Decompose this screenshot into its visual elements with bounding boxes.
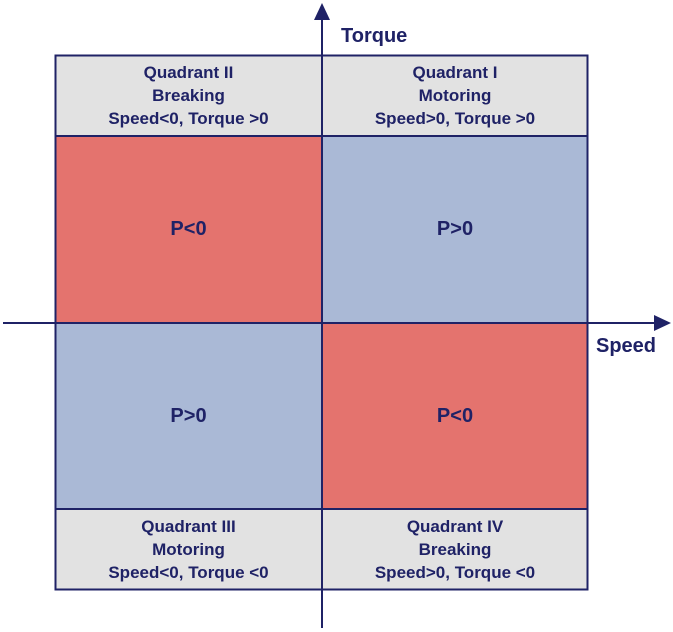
quadrant-i-condition: Speed>0, Torque >0 [374, 109, 536, 128]
quadrant-iv-name: Quadrant IV [406, 517, 504, 536]
torque-axis-arrowhead [314, 3, 330, 20]
quadrant-i-power: P>0 [436, 218, 474, 240]
torque-axis-title: Torque [341, 25, 408, 47]
quadrant-ii-name: Quadrant II [143, 63, 234, 82]
quadrant-iv-condition: Speed>0, Torque <0 [374, 563, 536, 582]
quadrant-iii-condition: Speed<0, Torque <0 [108, 563, 269, 582]
quadrant-i-mode: Motoring [418, 86, 492, 105]
quadrant-iii-name: Quadrant III [141, 517, 236, 536]
quadrant-ii-label: Quadrant II Breaking Speed<0, Torque >0 [55, 55, 322, 136]
quadrant-i-label: Quadrant I Motoring Speed>0, Torque >0 [322, 55, 588, 136]
quadrant-ii-power: P<0 [170, 218, 207, 240]
quadrant-i-power-region: P>0 [322, 136, 588, 323]
speed-axis-title: Speed [596, 335, 657, 357]
quadrant-iii-power: P>0 [170, 404, 207, 427]
speed-axis-arrowhead [654, 315, 671, 331]
quadrant-iv-power: P<0 [436, 404, 474, 427]
quadrant-iv-power-region: P<0 [322, 323, 588, 509]
quadrant-iv-label: Quadrant IV Breaking Speed>0, Torque <0 [322, 509, 588, 590]
quadrant-ii-power-region: P<0 [55, 136, 322, 323]
quadrant-i-name: Quadrant I [412, 63, 498, 82]
quadrant-iii-power-region: P>0 [55, 323, 322, 509]
quadrant-iii-label: Quadrant III Motoring Speed<0, Torque <0 [55, 509, 322, 590]
quadrant-ii-mode: Breaking [152, 86, 225, 105]
quadrant-ii-condition: Speed<0, Torque >0 [108, 109, 269, 128]
quadrant-iv-mode: Breaking [418, 540, 492, 559]
quadrant-iii-mode: Motoring [152, 540, 225, 559]
